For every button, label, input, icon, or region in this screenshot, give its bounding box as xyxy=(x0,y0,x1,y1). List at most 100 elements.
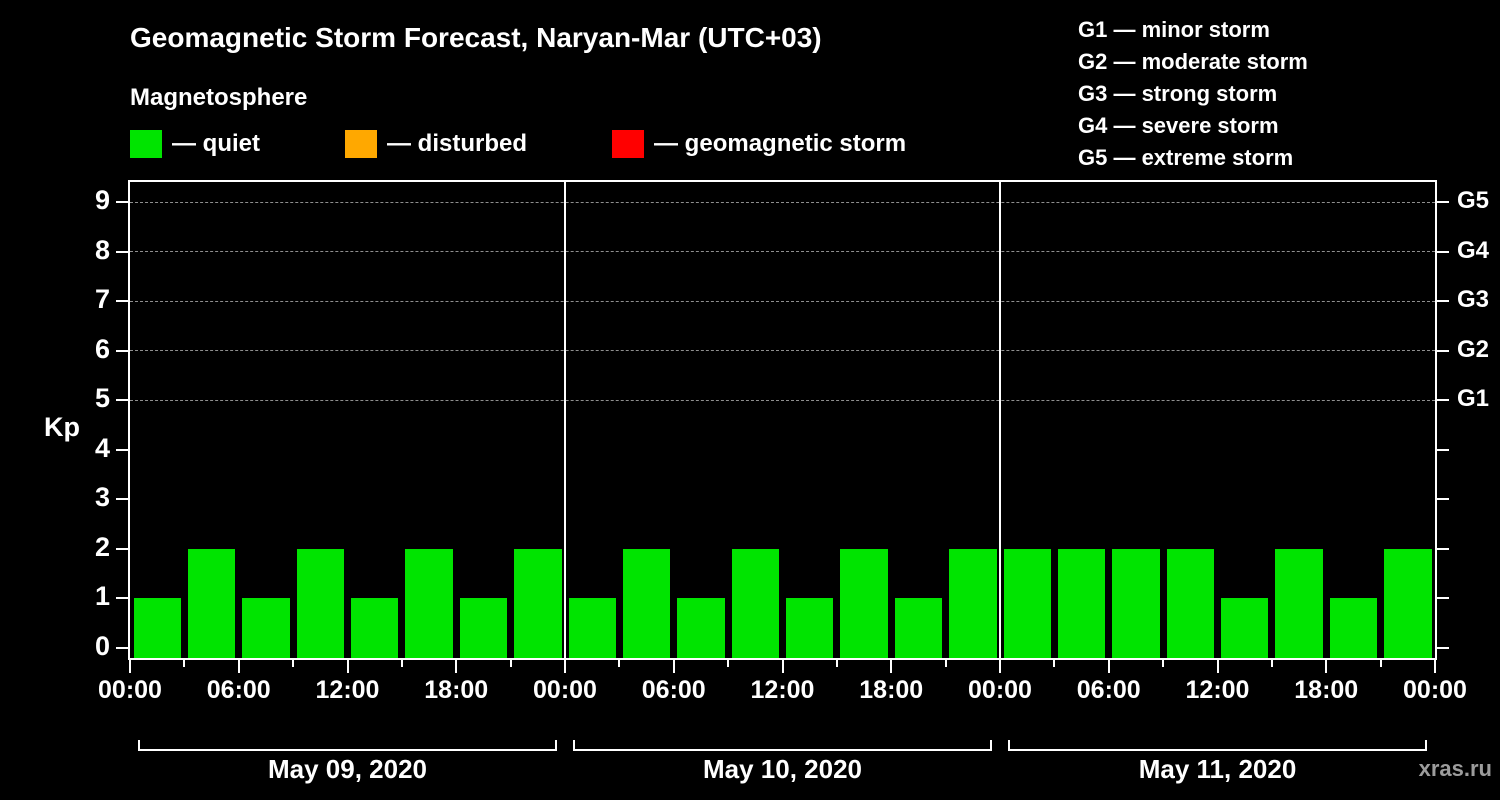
storm-scale-g4: G4 — severe storm xyxy=(1078,113,1279,138)
quiet-color-swatch xyxy=(130,130,162,158)
x-major-tick xyxy=(1325,660,1328,673)
y-tick-right xyxy=(1435,498,1449,501)
day-label: May 09, 2020 xyxy=(267,754,427,784)
storm-scale-g2: G2 — moderate storm xyxy=(1078,49,1308,74)
y-tick-label: 8 xyxy=(94,234,110,265)
y-tick-right xyxy=(1435,448,1449,451)
y-tick-right xyxy=(1435,250,1449,253)
kp-bar xyxy=(133,598,181,658)
kp-bar xyxy=(840,548,888,658)
x-minor-tick xyxy=(944,660,947,667)
y-tick xyxy=(116,547,130,550)
kp-bar xyxy=(949,548,997,658)
kp-bar xyxy=(731,548,779,658)
kp-bar xyxy=(786,598,834,658)
y-tick xyxy=(116,597,130,600)
kp-bar xyxy=(296,548,344,658)
x-minor-tick xyxy=(400,660,403,667)
storm-color-swatch xyxy=(612,130,645,158)
legend-item-quiet: — quiet xyxy=(130,130,260,158)
y-tick xyxy=(116,448,130,451)
x-major-tick xyxy=(890,660,893,673)
y-tick-label: 4 xyxy=(94,432,110,463)
x-tick-label: 06:00 xyxy=(641,676,706,704)
kp-bar xyxy=(1384,548,1432,658)
x-major-tick xyxy=(672,660,675,673)
x-minor-tick xyxy=(509,660,512,667)
x-major-tick xyxy=(1434,660,1436,673)
y-tick xyxy=(116,300,130,303)
x-tick-label: 18:00 xyxy=(424,676,489,704)
kp-gridline xyxy=(130,350,1435,352)
y-tick xyxy=(116,201,130,203)
x-major-tick xyxy=(1216,660,1219,673)
x-minor-tick xyxy=(618,660,621,667)
x-tick-label: 06:00 xyxy=(1076,676,1141,704)
legend-label-storm: — geomagnetic storm xyxy=(654,130,907,157)
y-tick-label: 9 xyxy=(94,185,110,215)
x-tick-label: 12:00 xyxy=(750,676,815,704)
y-tick-right xyxy=(1435,201,1449,203)
y-tick-right xyxy=(1435,349,1449,352)
storm-scale-g5: G5 — extreme storm xyxy=(1078,145,1294,170)
x-major-tick xyxy=(455,660,458,673)
legend-label-quiet: — quiet xyxy=(172,130,260,157)
kp-bar xyxy=(1275,548,1323,658)
kp-bar xyxy=(1329,598,1378,658)
x-minor-tick xyxy=(1053,660,1056,667)
kp-bar xyxy=(677,598,725,658)
y-tick-right xyxy=(1435,300,1449,303)
kp-bar xyxy=(622,548,671,658)
kp-bar xyxy=(568,598,616,658)
x-minor-tick xyxy=(727,660,730,667)
kp-bar xyxy=(187,548,236,658)
y-tick-right xyxy=(1435,399,1449,402)
y-tick-right xyxy=(1435,647,1449,649)
page-title: Geomagnetic Storm Forecast, Naryan-Mar (… xyxy=(130,22,822,53)
kp-bar xyxy=(1112,548,1160,658)
x-major-tick xyxy=(999,660,1001,673)
y-tick-label: 7 xyxy=(94,284,110,315)
kp-legend: — quiet — disturbed — geomagnetic storm xyxy=(130,130,906,158)
legend-item-storm: — geomagnetic storm xyxy=(612,130,906,158)
y-tick-label: 3 xyxy=(94,482,110,513)
y-tick xyxy=(116,250,130,253)
kp-gridline xyxy=(130,300,1435,302)
y-tick xyxy=(116,498,130,501)
x-major-tick xyxy=(346,660,349,673)
y-tick-label: 2 xyxy=(94,531,110,562)
kp-bar xyxy=(1003,548,1051,658)
x-major-tick xyxy=(564,660,566,673)
x-minor-tick xyxy=(1162,660,1165,667)
chart-subtitle: Magnetosphere xyxy=(130,84,308,111)
g-level-label: G1 xyxy=(1457,385,1490,413)
disturbed-color-swatch xyxy=(345,130,377,158)
y-tick xyxy=(116,399,130,402)
y-tick-right xyxy=(1435,597,1449,600)
x-tick-label: 00:00 xyxy=(968,676,1032,704)
day-separator-line xyxy=(999,182,1001,658)
kp-bar xyxy=(514,548,562,658)
day-bracket xyxy=(1008,740,1427,751)
g-level-label: G5 xyxy=(1457,187,1490,214)
x-minor-tick xyxy=(292,660,295,667)
x-tick-label: 06:00 xyxy=(206,676,271,704)
g-level-label: G4 xyxy=(1457,236,1490,264)
x-tick-label: 18:00 xyxy=(1294,676,1359,704)
kp-bar xyxy=(459,598,508,658)
day-bracket xyxy=(573,740,992,751)
x-minor-tick xyxy=(183,660,186,667)
storm-scale-g1: G1 — minor storm xyxy=(1078,17,1270,42)
kp-bar xyxy=(405,548,453,658)
x-tick-label: 00:00 xyxy=(1403,676,1467,704)
storm-scale-g3: G3 — strong storm xyxy=(1078,81,1278,106)
y-tick-label: 6 xyxy=(94,333,110,364)
kp-gridline xyxy=(130,201,1435,203)
kp-bar xyxy=(242,598,290,658)
x-major-tick xyxy=(1107,660,1110,673)
x-major-tick xyxy=(129,660,131,673)
kp-bar xyxy=(894,598,943,658)
x-tick-label: 18:00 xyxy=(859,676,924,704)
kp-gridline xyxy=(130,399,1435,401)
